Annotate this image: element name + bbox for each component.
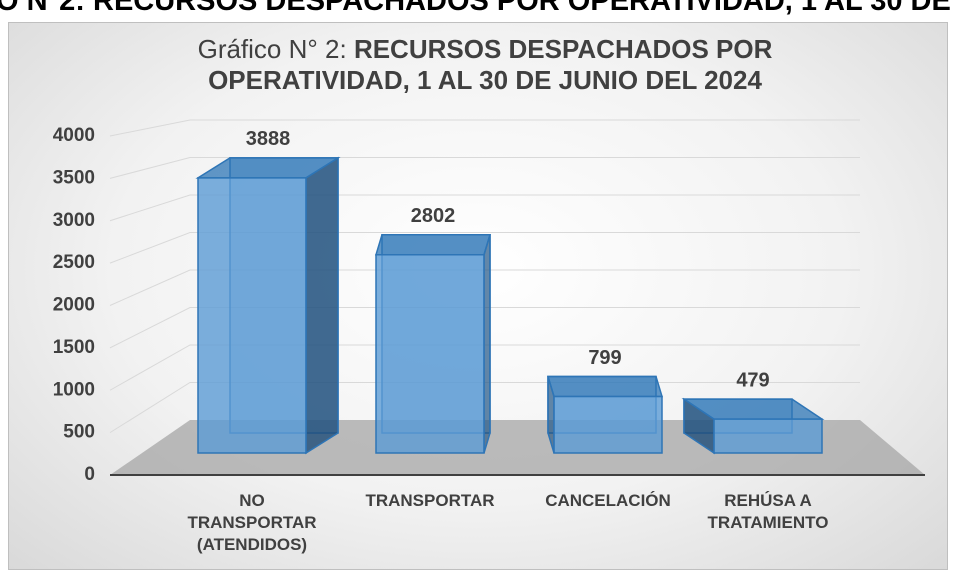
header-text: O N°2: RECURSOS DESPACHADOS POR OPERATIV… [0, 0, 951, 17]
y-tick-label: 2500 [53, 252, 95, 273]
bar-front [375, 254, 485, 454]
bar [681, 397, 825, 455]
title-prefix: Gráfico N° 2: [197, 34, 347, 64]
x-tick-label: CANCELACIÓN [545, 491, 671, 510]
data-label: 3888 [246, 128, 291, 150]
y-tick-label: 0 [84, 464, 95, 485]
y-tick-label: 1500 [53, 337, 95, 358]
bar [195, 156, 341, 455]
title-main: RECURSOS DESPACHADOS POR OPERATIVIDAD, 1… [208, 34, 773, 95]
grid-line [109, 269, 860, 306]
x-tick-label: REHÚSA A TRATAMIENTO [707, 491, 829, 532]
bar-side [483, 234, 491, 454]
bar-top [546, 375, 664, 398]
bar-front [713, 418, 823, 454]
grid-line [109, 232, 860, 264]
chart-title: Gráfico N° 2: RECURSOS DESPACHADOS POR O… [150, 34, 820, 96]
y-tick-label: 3500 [53, 167, 95, 188]
bar [546, 375, 664, 454]
y-tick-label: 1000 [53, 379, 95, 400]
y-tick-label: 4000 [53, 125, 95, 146]
data-label: 2802 [411, 205, 456, 227]
bar-front [553, 395, 663, 454]
x-tick-label: NO TRANSPORTAR (ATENDIDOS) [187, 491, 317, 554]
grid-line [109, 344, 860, 391]
x-tick-label: TRANSPORTAR [365, 491, 495, 510]
y-tick-label: 500 [63, 422, 95, 443]
y-tick-label: 3000 [53, 210, 95, 231]
grid-line [109, 194, 860, 222]
bar-top [374, 234, 492, 256]
data-label: 479 [736, 369, 769, 391]
bar [374, 234, 492, 454]
data-label: 799 [588, 347, 621, 369]
bar-side [305, 156, 339, 455]
grid-line [109, 157, 860, 179]
y-tick-label: 2000 [53, 295, 95, 316]
grid-line [109, 307, 860, 349]
grid-line [109, 119, 860, 137]
bar-front [197, 177, 307, 454]
